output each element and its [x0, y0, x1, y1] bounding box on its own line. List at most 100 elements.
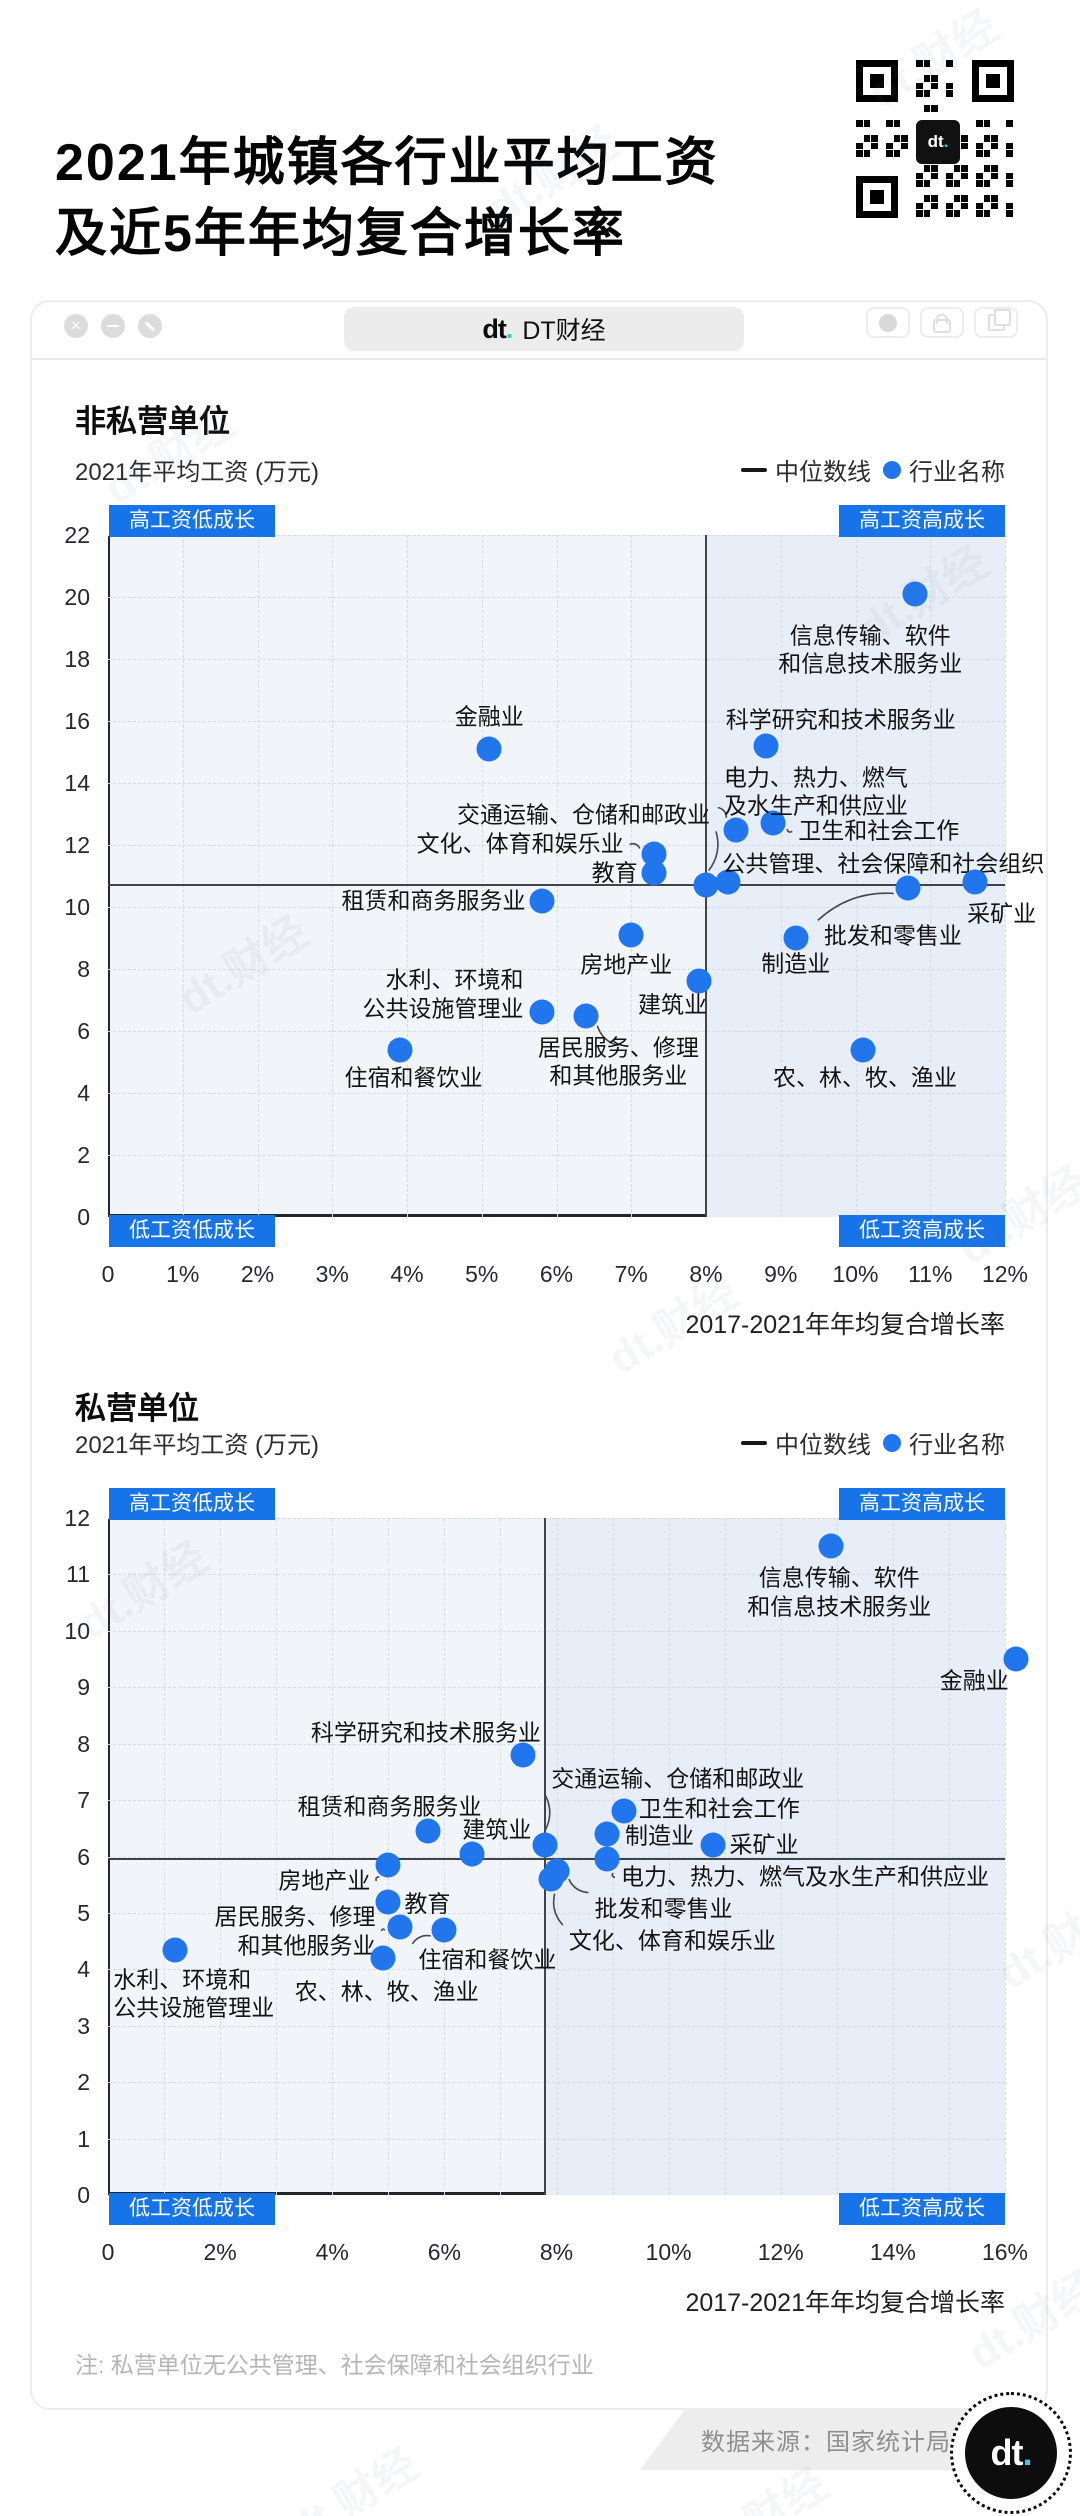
- legend-line-label: 中位数线: [775, 1432, 871, 1459]
- industry-label: 居民服务、修理 和其他服务业: [214, 1903, 376, 1959]
- y-tick-label: 5: [77, 1899, 90, 1926]
- lock-icon: [933, 313, 951, 333]
- industry-dot: [902, 581, 928, 607]
- minimize-icon[interactable]: [101, 314, 125, 338]
- industry-dot: [538, 1866, 564, 1892]
- industry-dot: [459, 1841, 485, 1867]
- gridline-x: [332, 535, 334, 1217]
- x-tick-label: 8%: [689, 1261, 723, 1287]
- gridline-x: [631, 535, 633, 1217]
- qr-code: dt.: [856, 60, 1014, 218]
- industry-dot: [375, 1852, 401, 1878]
- browser-tab[interactable]: dt. DT财经: [344, 307, 744, 351]
- x-tick-label: 4%: [315, 2239, 349, 2265]
- industry-dot: [760, 810, 786, 836]
- industry-dot: [700, 1832, 726, 1858]
- close-icon[interactable]: ✕: [64, 314, 88, 338]
- copy-icon: [987, 309, 1011, 331]
- industry-label: 农、林、牧、渔业: [772, 1064, 957, 1091]
- gridline-x: [556, 535, 558, 1217]
- axis-row-2: 2021年平均工资 (万元) 中位数线 行业名称: [75, 1425, 1005, 1460]
- y-tick-label: 20: [64, 584, 90, 610]
- title-line-1: 2021年城镇各行业平均工资: [55, 134, 719, 192]
- industry-dot: [641, 860, 667, 886]
- industry-dot: [532, 1832, 558, 1858]
- expand-icon[interactable]: [138, 314, 162, 338]
- quadrant-badge: 低工资高成长: [839, 2193, 1005, 2225]
- section-heading-nonprivate: 非私营单位: [75, 404, 230, 439]
- x-tick-label: 0: [101, 2239, 115, 2265]
- y-tick-label: 10: [64, 1617, 90, 1644]
- gridline-y: [108, 2138, 1005, 2140]
- gridline-y: [108, 1031, 1005, 1032]
- window-controls: ✕: [64, 314, 162, 338]
- record-button[interactable]: [866, 307, 910, 338]
- footnote: 注: 私营单位无公共管理、社会保障和社会组织行业: [75, 2352, 594, 2378]
- industry-label: 交通运输、仓储和邮政业: [551, 1765, 805, 1792]
- industry-dot: [715, 869, 741, 895]
- x-tick-label: 10%: [832, 1261, 879, 1287]
- industry-label: 批发和零售业: [823, 923, 962, 950]
- industry-label: 住宿和餐饮业: [344, 1064, 483, 1091]
- x-tick-label: 12%: [757, 2239, 804, 2265]
- industry-label: 建筑业: [638, 992, 708, 1019]
- gridline-y: [108, 1687, 1005, 1689]
- industry-label: 金融业: [454, 703, 524, 730]
- quadrant-badge: 低工资低成长: [109, 2193, 275, 2225]
- industry-dot: [162, 1937, 188, 1963]
- y-tick-label: 4: [77, 1956, 90, 1983]
- gridline-y: [108, 783, 1005, 784]
- x-tick-label: 5%: [465, 1261, 499, 1287]
- industry-dot: [611, 1798, 637, 1824]
- quadrant-badge: 低工资低成长: [109, 1215, 275, 1247]
- industry-dot: [387, 1037, 413, 1063]
- industry-label: 教育: [404, 1890, 451, 1917]
- x-tick-label: 3%: [315, 1261, 349, 1287]
- quadrant-badge: 高工资高成长: [839, 505, 1005, 537]
- quadrant-badge: 低工资高成长: [839, 1215, 1005, 1247]
- legend-2: 中位数线 行业名称: [741, 1425, 1005, 1460]
- x-axis-title: 2017-2021年年均复合增长率: [685, 2289, 1005, 2317]
- median-line-icon: [741, 1440, 767, 1445]
- tabs-button[interactable]: [974, 307, 1018, 338]
- quadrant-badge: 高工资高成长: [839, 1488, 1005, 1520]
- industry-dot: [529, 999, 555, 1025]
- industry-label: 采矿业: [967, 900, 1037, 927]
- industry-label: 信息传输、软件 和信息技术服务业: [778, 622, 963, 677]
- y-tick-label: 6: [77, 1018, 90, 1044]
- x-axis-title: 2017-2021年年均复合增长率: [685, 1311, 1005, 1339]
- qr-finder-icon: [856, 176, 898, 218]
- y-tick-label: 6: [77, 1843, 90, 1870]
- y-tick-label: 8: [77, 956, 90, 982]
- section-heading-private: 私营单位: [75, 1391, 199, 1426]
- gridline-y: [108, 1093, 1005, 1094]
- x-tick-label: 6%: [539, 1261, 574, 1287]
- industry-label: 房地产业: [580, 951, 673, 978]
- industry-label: 住宿和餐饮业: [418, 1946, 557, 1973]
- legend-1: 中位数线 行业名称: [741, 452, 1005, 487]
- industry-label: 水利、环境和 公共设施管理业: [362, 966, 524, 1022]
- industry-label: 文化、体育和娱乐业: [568, 1927, 776, 1954]
- y-tick-label: 1: [77, 2125, 90, 2152]
- industry-dot: [850, 1037, 876, 1063]
- industry-dot: [573, 1003, 599, 1028]
- legend-dot-label: 行业名称: [909, 1432, 1005, 1459]
- gridline-x: [257, 535, 259, 1217]
- industry-label: 科学研究和技术服务业: [310, 1719, 541, 1746]
- industry-label: 制造业: [761, 950, 831, 977]
- gridline-x: [407, 535, 408, 1217]
- lock-button[interactable]: [920, 307, 964, 338]
- industry-label: 采矿业: [729, 1831, 799, 1858]
- industry-dot: [753, 733, 779, 759]
- dt-logo-icon: dt.: [482, 313, 513, 344]
- gridline-y: [108, 659, 1005, 660]
- gridline-y: [108, 1969, 1005, 1971]
- industry-dot: [370, 1945, 396, 1971]
- dt-logo-badge: dt.: [950, 2392, 1072, 2514]
- title-line-2: 及近5年年均复合增长率: [55, 204, 626, 263]
- industry-dot: [415, 1818, 441, 1844]
- y-tick-label: 10: [64, 894, 90, 920]
